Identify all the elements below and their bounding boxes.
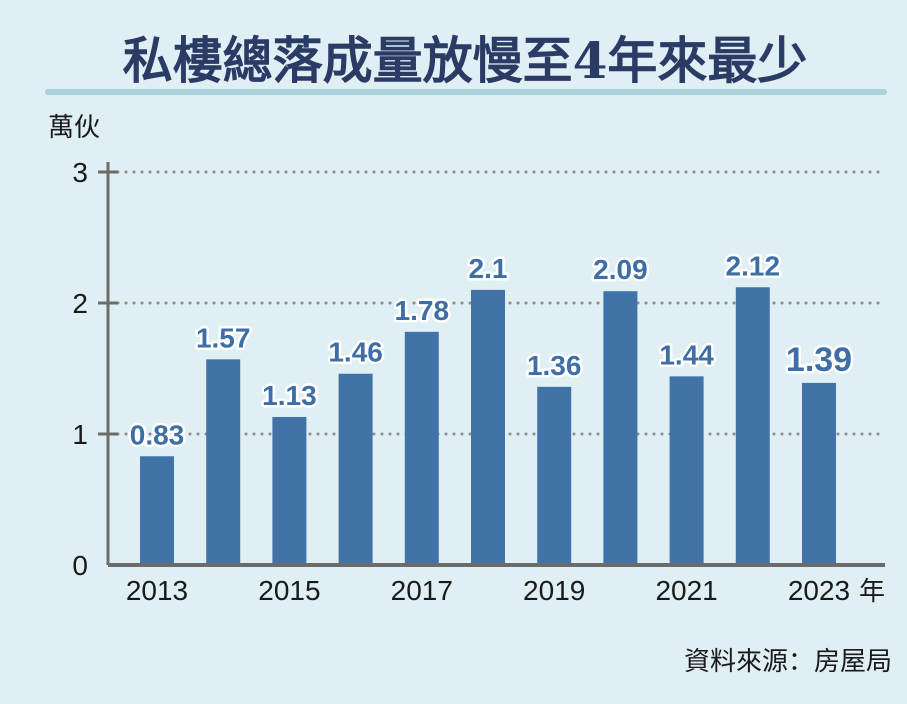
x-axis-unit: 年 bbox=[859, 577, 885, 607]
y-tick-label: 2 bbox=[72, 288, 88, 319]
bar-2014 bbox=[206, 359, 241, 565]
x-tick-label: 2021 bbox=[655, 575, 717, 606]
bar-2018 bbox=[471, 289, 505, 565]
y-tick-label: 3 bbox=[72, 157, 88, 188]
data-label-2014: 1.57 bbox=[196, 322, 251, 353]
chart-title: 私樓總落成量放慢至4年來最少 bbox=[123, 31, 808, 90]
x-tick-label: 2013 bbox=[126, 575, 188, 606]
data-label-2018: 2.1 bbox=[469, 253, 508, 284]
bar-2013 bbox=[140, 456, 174, 565]
x-tick-label: 2017 bbox=[391, 575, 453, 606]
data-label-2019: 1.36 bbox=[527, 350, 582, 381]
bar-2020 bbox=[603, 291, 638, 565]
y-axis-unit: 萬伙 bbox=[48, 113, 100, 143]
bar-2016 bbox=[338, 373, 373, 565]
source-note: 資料來源：房屋局 bbox=[684, 647, 892, 677]
data-label-2016: 1.46 bbox=[328, 337, 383, 368]
bar-2023 bbox=[802, 382, 836, 565]
bar-2019 bbox=[537, 386, 572, 565]
x-tick-label: 2019 bbox=[523, 575, 585, 606]
bar-2021 bbox=[669, 376, 704, 565]
data-label-2015: 1.13 bbox=[262, 380, 317, 411]
bar-2015 bbox=[272, 416, 307, 565]
data-label-2013: 0.83 bbox=[130, 419, 185, 450]
x-tick-label: 2023 bbox=[788, 575, 850, 606]
y-tick-label: 0 bbox=[72, 550, 88, 581]
data-label-2022: 2.12 bbox=[726, 250, 781, 281]
bar-2017 bbox=[404, 331, 439, 565]
y-tick-label: 1 bbox=[72, 419, 88, 450]
bar-2022 bbox=[735, 287, 770, 565]
data-label-2020: 2.09 bbox=[593, 254, 648, 285]
x-tick-label: 2015 bbox=[258, 575, 320, 606]
title-underline bbox=[45, 89, 887, 95]
data-label-2023: 1.39 bbox=[786, 341, 852, 379]
data-label-2017: 1.78 bbox=[395, 295, 450, 326]
data-label-2021: 1.44 bbox=[659, 339, 714, 370]
